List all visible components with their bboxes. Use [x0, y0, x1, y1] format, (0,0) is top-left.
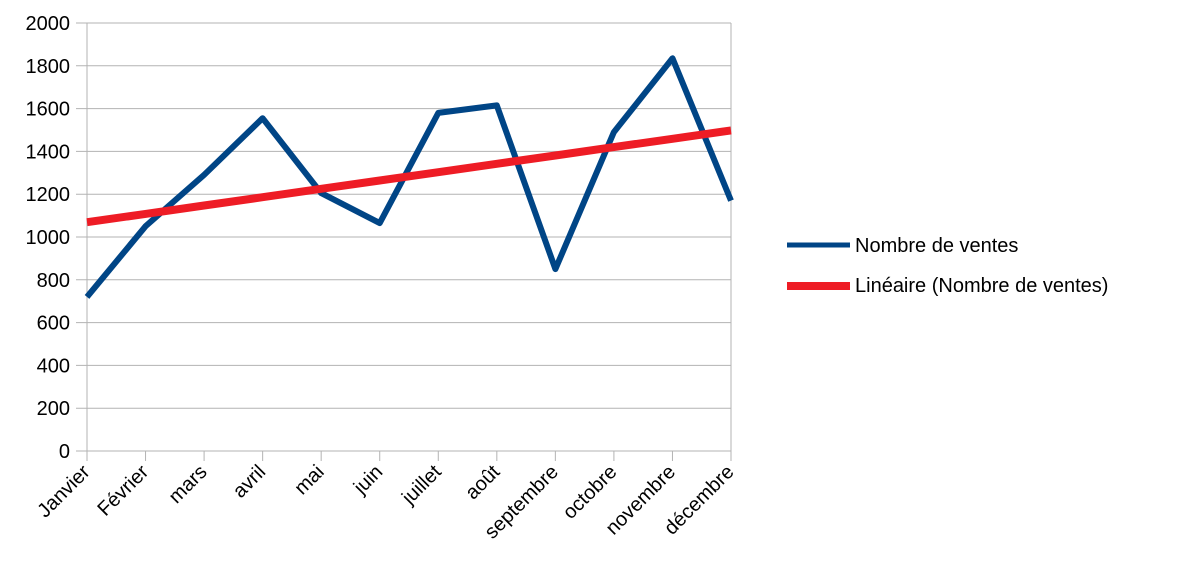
data-series — [84, 55, 734, 299]
y-tick-label: 2000 — [26, 13, 71, 35]
y-tick-label: 1800 — [26, 56, 71, 78]
y-tick-label: 400 — [37, 355, 70, 377]
y-tick-label: 1200 — [26, 184, 71, 206]
x-tick-label: juin — [349, 461, 387, 499]
x-tick-label: avril — [229, 461, 270, 502]
y-tick-label: 600 — [37, 313, 70, 335]
y-tick-label: 0 — [59, 441, 70, 463]
legend-label-lineaire: Linéaire (Nombre de ventes) — [855, 275, 1108, 297]
y-tick-label: 800 — [37, 270, 70, 292]
y-axis-tick-labels: 0 200 400 600 800 1000 1200 1400 1600 1800 2000 — [26, 13, 71, 463]
y-tick-label: 200 — [37, 398, 70, 420]
x-tick-label: mai — [290, 461, 328, 499]
legend: Nombre de ventes Linéaire (Nombre de ven… — [787, 235, 1108, 297]
trendline-lineaire — [86, 126, 732, 227]
y-tick-label: 1000 — [26, 227, 71, 249]
x-axis — [86, 23, 732, 461]
x-tick-label: Janvier — [33, 461, 94, 522]
series-line-nombre-de-ventes — [84, 55, 734, 299]
x-tick-label: août — [461, 461, 504, 504]
x-tick-label: juillet — [397, 461, 446, 510]
x-tick-label: mars — [165, 461, 212, 508]
y-tick-label: 1400 — [26, 141, 71, 163]
legend-label-nombre-de-ventes: Nombre de ventes — [855, 235, 1018, 257]
grid-lines — [76, 22, 731, 452]
x-tick-label: Février — [94, 461, 154, 521]
y-tick-label: 1600 — [26, 99, 71, 121]
